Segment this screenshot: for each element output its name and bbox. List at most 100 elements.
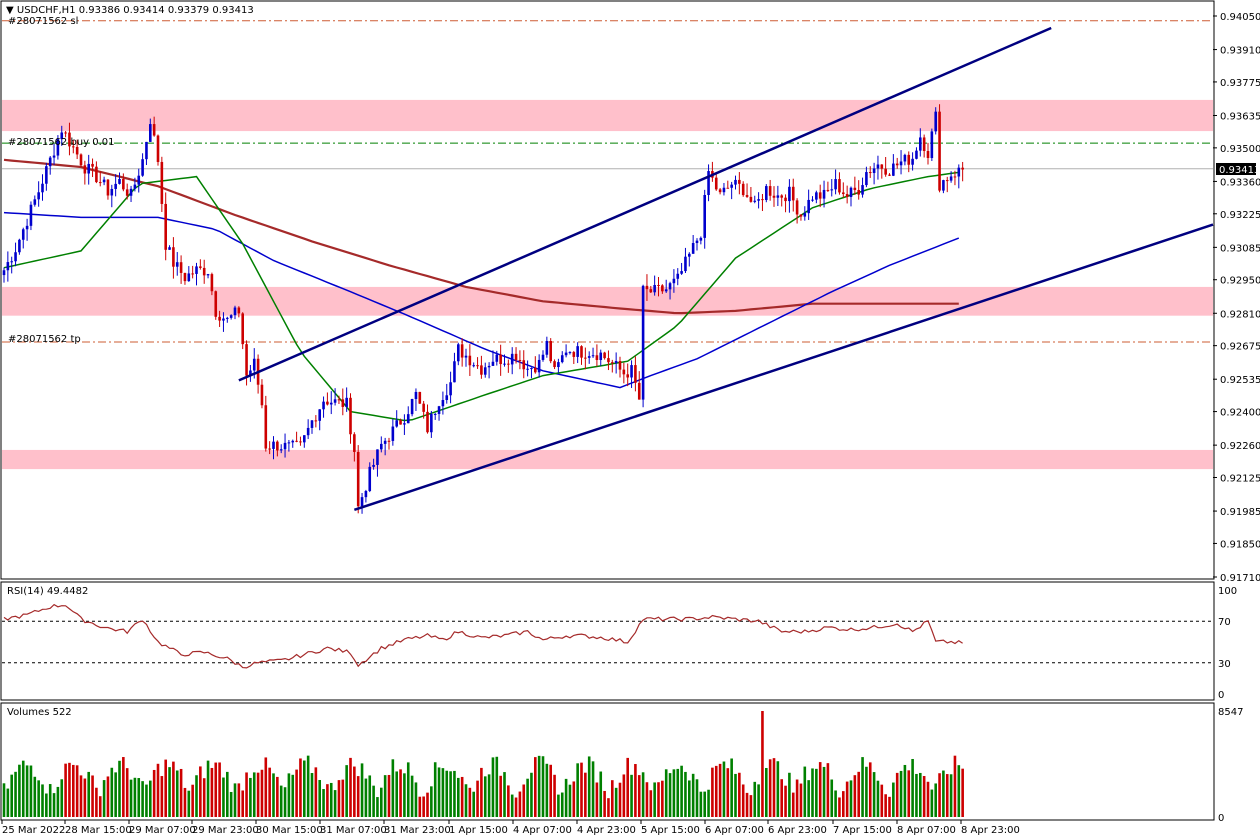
volume-bar — [79, 775, 83, 817]
candle-bear — [387, 440, 391, 442]
volume-bar — [645, 782, 649, 817]
time-tick-label: 29 Mar 07:00 — [129, 825, 196, 836]
volume-bar — [291, 774, 295, 817]
candle-bull — [252, 358, 256, 371]
candle-bull — [876, 164, 880, 169]
candle-bear — [199, 266, 202, 268]
candle-bear — [68, 132, 71, 147]
candle-bull — [33, 199, 37, 205]
candle-bear — [295, 440, 298, 442]
volume-bar — [637, 775, 641, 817]
volume-bar — [329, 782, 333, 817]
volume-bar — [922, 776, 926, 817]
candle-bear — [838, 179, 841, 193]
volume-bar — [572, 781, 576, 817]
candle-bull — [576, 346, 579, 357]
rsi-tick-label: 30 — [1218, 659, 1231, 670]
volume-bar — [214, 762, 218, 817]
candle-bear — [637, 382, 641, 400]
volume-bar — [534, 757, 537, 817]
volume-bar — [106, 776, 110, 817]
candle-bear — [299, 441, 302, 443]
candle-bear — [649, 289, 653, 293]
volume-bar — [14, 771, 17, 817]
volume-bar — [815, 768, 818, 817]
candle-bull — [491, 361, 495, 366]
candle-bear — [75, 146, 79, 155]
candle-bull — [272, 441, 275, 449]
volume-bar — [599, 771, 603, 817]
volume-bar — [826, 763, 830, 817]
volume-bar — [741, 784, 745, 817]
candle-bear — [791, 186, 795, 201]
volume-bar — [838, 797, 841, 817]
candle-bear — [845, 194, 849, 197]
candle-bull — [949, 176, 953, 181]
candle-bear — [780, 195, 783, 198]
price-tick-label: 0.92260 — [1220, 441, 1260, 452]
volume-bar — [426, 792, 429, 817]
volume-bar — [18, 764, 21, 817]
volume-bar — [526, 778, 529, 817]
candle-bear — [98, 182, 102, 184]
candle-bear — [210, 274, 214, 292]
candle-bull — [129, 188, 133, 196]
volume-bar — [241, 790, 244, 817]
volume-bar — [310, 773, 314, 817]
trendline-upper — [238, 26, 1052, 382]
candle-bull — [306, 427, 310, 436]
time-tick-label: 31 Mar 23:00 — [384, 825, 451, 836]
candle-bull — [753, 200, 757, 202]
volume-bar — [530, 772, 533, 817]
candle-bull — [599, 352, 603, 361]
volume-bar — [345, 765, 348, 817]
rsi-title: RSI(14) 49.4482 — [7, 586, 88, 597]
volume-bars: 8547 0 — [2, 707, 1243, 824]
candle-bear — [626, 374, 629, 378]
candle-bear — [179, 262, 183, 273]
volume-bar — [6, 788, 10, 817]
candle-bull — [87, 163, 90, 174]
volume-bar — [472, 791, 475, 817]
volume-bar — [649, 790, 653, 817]
candle-bull — [445, 395, 449, 401]
price-tick-label: 0.92675 — [1220, 342, 1260, 353]
candle-bear — [853, 187, 857, 191]
candle-bear — [745, 195, 749, 197]
candle-bear — [245, 344, 248, 376]
candle-bull — [537, 359, 541, 373]
candle-bull — [145, 141, 148, 160]
candle-bull — [688, 253, 691, 257]
volume-bar — [2, 783, 6, 817]
candle-bull — [187, 273, 191, 282]
price-zone-2 — [2, 286, 1213, 316]
volume-bar — [48, 784, 52, 817]
candle-bull — [695, 240, 699, 244]
volume-bar — [876, 780, 880, 817]
volume-bar — [457, 777, 460, 817]
candle-bull — [730, 184, 733, 188]
candle-bull — [141, 159, 144, 176]
candle-bear — [926, 150, 930, 159]
candle-bull — [691, 243, 695, 254]
volume-bar — [122, 757, 125, 817]
candle-bear — [422, 403, 425, 412]
volume-bar — [337, 780, 341, 817]
candle-bear — [718, 189, 722, 193]
candle-bull — [118, 178, 121, 184]
candle-bear — [741, 183, 745, 196]
price-tick-label: 0.91710 — [1220, 573, 1260, 584]
volume-bar — [199, 766, 202, 817]
volume-bar — [410, 775, 414, 817]
volume-bar — [133, 777, 137, 817]
candle-bull — [483, 367, 487, 375]
volume-bar — [118, 760, 121, 817]
candle-bull — [676, 273, 680, 279]
volume-bar — [333, 790, 337, 817]
volume-bar — [834, 790, 837, 817]
time-tick-label: 28 Mar 15:00 — [65, 825, 132, 836]
volume-bar — [287, 773, 291, 817]
candle-bull — [279, 449, 283, 451]
volume-bar — [772, 758, 776, 817]
